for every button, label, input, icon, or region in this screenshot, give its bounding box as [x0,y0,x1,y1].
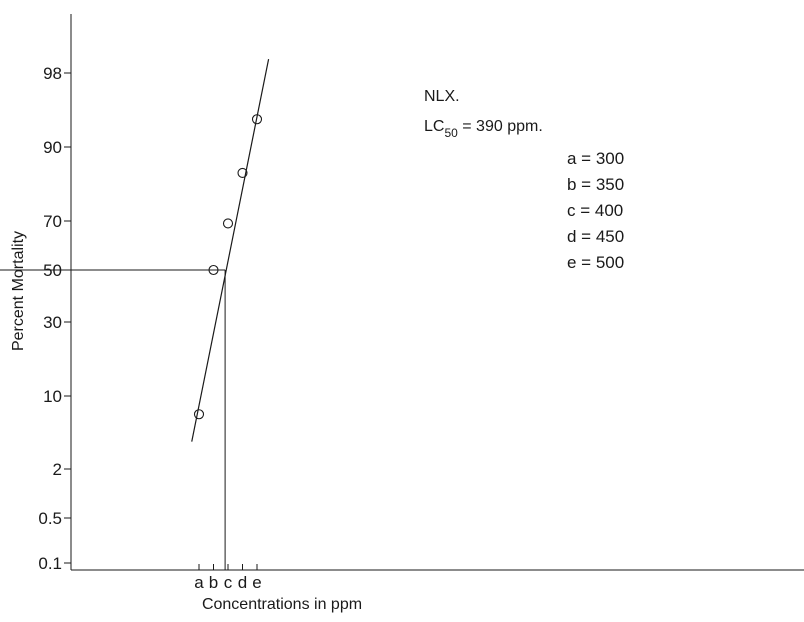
lc50-subscript: 50 [444,126,458,140]
y-tick-label: 10 [43,387,62,406]
data-point [251,114,263,125]
data-points [193,114,263,420]
lc50-prefix: LC [424,118,444,135]
x-tick-label: e [252,573,261,592]
data-point [237,167,248,178]
data-point [193,409,205,420]
x-tick-label: c [224,573,233,592]
legend-line: e = 500 [567,253,624,272]
y-tick-label: 30 [43,313,62,332]
x-tick-label: b [209,573,218,592]
y-tick-label: 0.1 [38,554,62,573]
data-point [208,264,219,276]
y-tick-label: 0.5 [38,509,62,528]
lc50-label: LC50 = 390 ppm. [424,118,543,140]
y-tick-label: 90 [43,138,62,157]
regression-line [191,59,270,442]
y-axis-title: Percent Mortality [10,231,27,351]
concentration-legend: a = 300 b = 350 c = 400 d = 450 e = 500 [567,149,624,272]
y-tick-label: 70 [43,212,62,231]
product-label: NLX. [424,88,460,105]
legend-line: d = 450 [567,227,624,246]
legend-line: c = 400 [567,201,623,220]
x-axis-title: Concentrations in ppm [202,596,362,613]
data-point [222,218,234,229]
y-tick-label: 98 [43,64,62,83]
x-tick-label: d [238,573,247,592]
lc50-value: = 390 ppm. [458,118,543,135]
y-tick-label: 2 [53,460,62,479]
legend-line: a = 300 [567,149,624,168]
x-tick-label: a [194,573,204,592]
legend-line: b = 350 [567,175,624,194]
